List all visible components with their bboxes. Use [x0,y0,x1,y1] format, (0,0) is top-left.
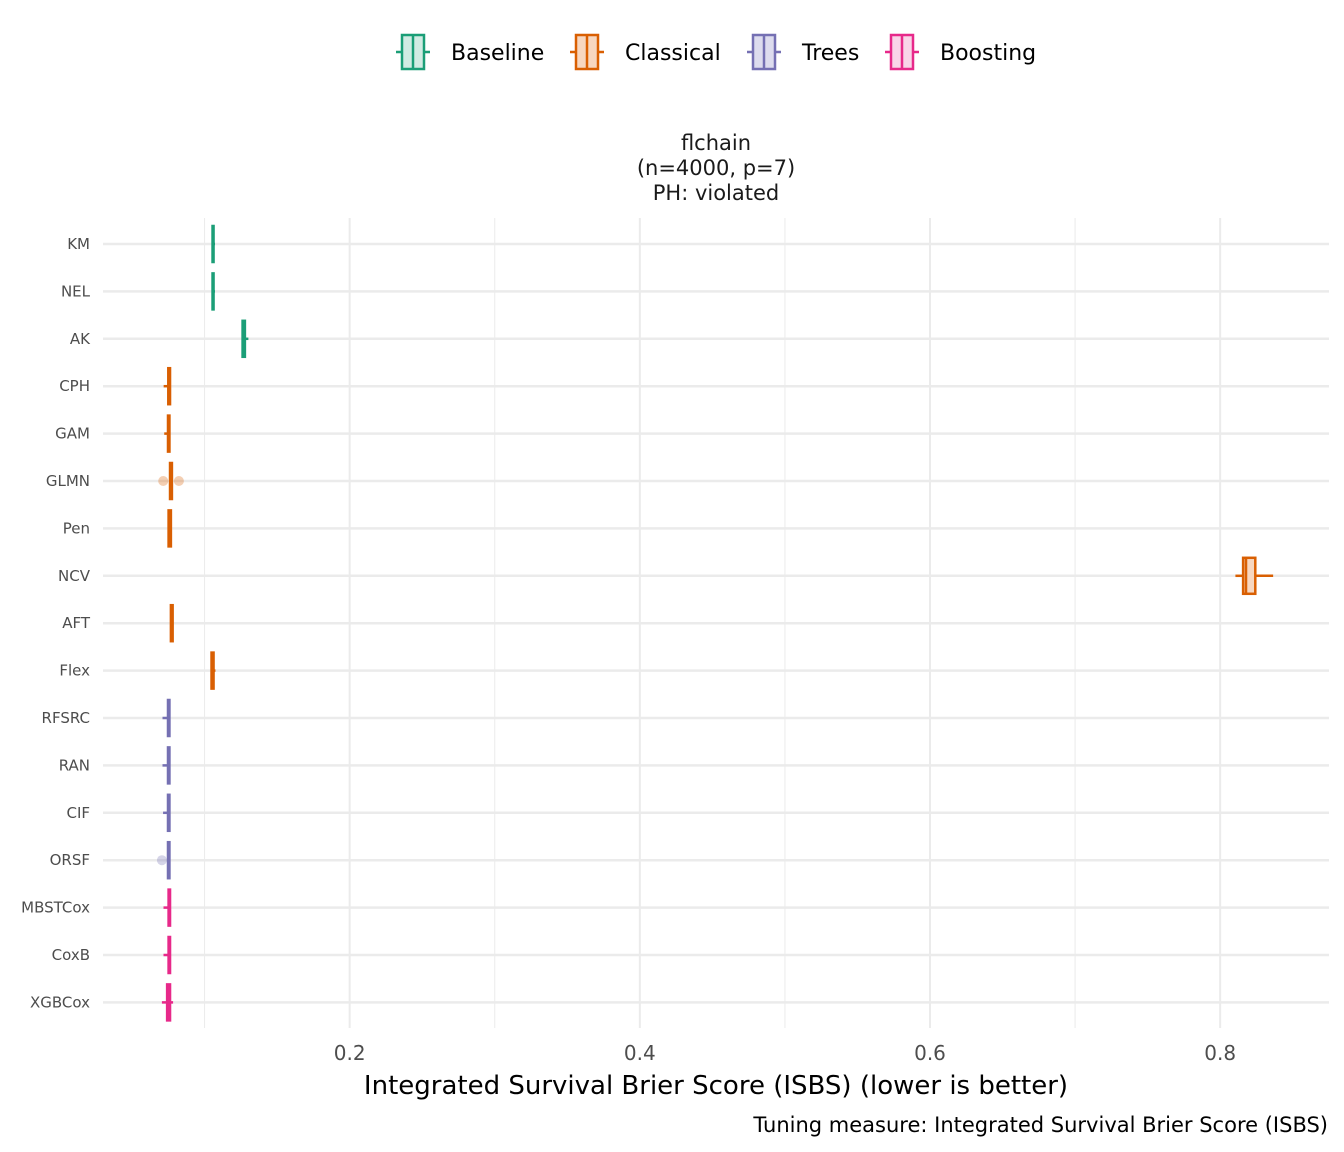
legend-label: Classical [625,41,721,66]
y-tick-label: AFT [62,614,91,632]
boxplot-ncv [1235,556,1274,596]
caption: Tuning measure: Integrated Survival Brie… [752,1113,1328,1137]
boxplot-km [211,224,216,264]
legend-label: Trees [801,41,859,66]
boxplot-rfsrc [162,698,171,738]
boxplot-glmn [158,461,184,501]
boxplot-aft [169,603,174,643]
boxplot-xgbcox [161,983,174,1022]
y-tick-label: NEL [61,282,91,300]
y-tick-label: MBSTCox [21,899,90,917]
y-tick-label: XGBCox [30,993,90,1011]
boxplot-ran [162,746,171,785]
x-tick-label: 0.2 [334,1041,366,1065]
y-tick-label: RAN [59,756,90,774]
boxplot-pen [167,509,173,548]
y-axis-ticks: KM NEL AK CPH GAM GLMN Pen NCV AFT Flex RFSRC RAN CI… [21,235,91,1011]
y-tick-label: RFSRC [42,709,90,727]
boxplot-nel [211,272,216,311]
boxplot-ak [241,319,249,359]
y-tick-label: ORSF [50,851,90,869]
y-tick-label: KM [67,235,90,253]
x-tick-label: 0.4 [624,1041,656,1065]
y-tick-label: Flex [59,662,90,680]
boxplot-coxb [163,935,172,975]
legend-item-baseline: Baseline [396,33,544,71]
y-tick-label: AK [70,330,91,348]
x-tick-label: 0.6 [914,1041,946,1065]
y-tick-label: GAM [55,425,90,443]
x-axis-label: Integrated Survival Brier Score (ISBS) (… [364,1071,1068,1101]
boxplot-mbstcox [163,888,172,927]
y-tick-label: CIF [66,804,90,822]
legend-label: Baseline [451,41,544,66]
legend-label: Boosting [940,41,1036,66]
facet-strip: flchain (n=4000, p=7) PH: violated [637,131,795,205]
legend-item-boosting: Boosting [885,33,1036,71]
facet-title-line3: PH: violated [653,181,780,205]
horizontal-gridlines [103,242,1329,1004]
facet-title-line1: flchain [681,131,751,155]
legend-item-trees: Trees [747,33,859,71]
legend-item-classical: Classical [570,33,721,71]
y-tick-label: GLMN [46,472,90,490]
facet-title-line2: (n=4000, p=7) [637,156,795,180]
y-tick-label: NCV [58,567,91,585]
outlier-point [158,476,169,486]
outlier-point [156,855,167,866]
y-tick-label: CPH [59,377,90,395]
boxplots [156,224,1274,1022]
outlier-point [173,476,184,486]
boxplot-flex [210,651,216,690]
boxplot-cif [163,793,171,833]
x-axis-ticks: 0.2 0.4 0.6 0.8 [334,1041,1236,1065]
y-tick-label: CoxB [52,946,90,964]
boxplot-cph [163,366,172,406]
boxplot-orsf [156,840,171,880]
legend: Baseline Classical Trees Boosting [396,33,1036,71]
boxplot-gam [164,414,171,453]
x-tick-label: 0.8 [1204,1041,1236,1065]
y-tick-label: Pen [63,519,90,537]
